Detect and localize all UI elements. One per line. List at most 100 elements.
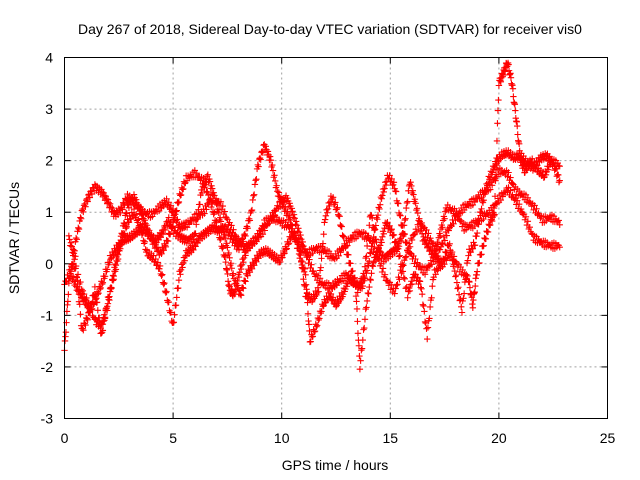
data-point <box>270 213 277 220</box>
data-point <box>426 243 434 251</box>
data-point <box>192 230 199 237</box>
data-point <box>165 298 172 306</box>
data-point <box>449 257 456 264</box>
data-point <box>417 284 424 291</box>
data-point <box>185 174 193 182</box>
data-point <box>338 289 345 296</box>
data-point <box>237 265 245 273</box>
data-point <box>371 258 379 265</box>
data-point <box>62 328 70 336</box>
data-point <box>159 271 166 278</box>
data-point <box>505 61 512 68</box>
data-point <box>453 279 461 286</box>
data-point <box>504 173 511 180</box>
data-point <box>176 190 183 197</box>
series-0 <box>61 165 563 332</box>
data-point <box>235 285 242 293</box>
data-point <box>219 245 226 252</box>
data-point <box>511 101 519 108</box>
data-point <box>227 232 235 239</box>
series-3 <box>67 147 563 316</box>
data-point <box>112 266 120 273</box>
data-point <box>94 291 102 298</box>
data-point <box>226 229 233 236</box>
data-point <box>248 206 256 214</box>
plot-frame <box>64 57 608 419</box>
y-tick-label: -3 <box>41 411 54 427</box>
data-point <box>206 178 214 185</box>
data-point <box>361 316 369 323</box>
data-point <box>377 248 385 256</box>
data-point <box>428 294 435 302</box>
data-point <box>290 211 298 218</box>
data-point <box>459 297 466 305</box>
data-point <box>252 237 260 245</box>
y-tick-label: 0 <box>45 256 53 272</box>
data-point <box>334 211 342 218</box>
data-point <box>217 198 225 205</box>
y-tick-label: -1 <box>41 307 54 323</box>
data-point <box>460 290 468 297</box>
x-axis-label: GPS time / hours <box>282 457 389 473</box>
data-point <box>487 174 494 181</box>
data-point <box>192 243 199 250</box>
data-point <box>484 228 492 236</box>
data-point <box>424 244 431 251</box>
data-point <box>317 264 324 271</box>
data-point <box>101 192 108 199</box>
data-point <box>507 174 514 181</box>
data-point <box>100 317 107 325</box>
data-point <box>362 305 369 313</box>
data-point <box>75 290 83 298</box>
y-tick-label: 4 <box>45 50 53 66</box>
data-point <box>119 206 126 213</box>
data-point <box>434 241 442 248</box>
data-point <box>476 259 483 267</box>
data-point <box>407 178 414 186</box>
data-point <box>492 177 499 184</box>
data-point <box>64 298 72 305</box>
data-point <box>65 232 73 240</box>
data-point <box>361 324 368 332</box>
data-point <box>62 277 69 285</box>
data-point <box>275 189 283 196</box>
data-point <box>229 235 237 243</box>
data-point <box>368 245 375 253</box>
data-point <box>221 253 228 260</box>
data-point <box>451 267 458 275</box>
data-point <box>313 322 321 329</box>
data-point <box>107 203 115 211</box>
data-point <box>193 169 200 177</box>
data-point <box>440 233 448 241</box>
data-point <box>294 228 301 235</box>
data-point <box>75 288 82 295</box>
data-point <box>397 237 405 245</box>
data-point <box>198 189 206 197</box>
data-point <box>512 107 519 114</box>
data-point <box>73 236 81 243</box>
data-point <box>443 249 450 256</box>
data-point <box>96 322 104 330</box>
data-point <box>360 326 367 333</box>
data-point <box>221 208 228 215</box>
data-point <box>149 213 156 220</box>
series-1 <box>61 172 563 354</box>
data-point <box>78 290 86 297</box>
data-point <box>90 301 97 308</box>
data-point <box>469 304 477 311</box>
data-point <box>551 166 558 174</box>
data-point <box>223 214 230 222</box>
data-point <box>101 273 109 280</box>
data-point <box>471 241 479 249</box>
data-point <box>237 239 244 246</box>
data-point <box>364 289 372 297</box>
data-point <box>162 243 170 251</box>
data-point <box>250 262 258 269</box>
data-point <box>379 185 387 193</box>
data-point <box>386 172 393 179</box>
data-point <box>418 285 425 293</box>
data-point <box>195 206 202 213</box>
data-point <box>555 179 563 186</box>
data-point <box>394 199 401 207</box>
data-point <box>458 303 465 310</box>
